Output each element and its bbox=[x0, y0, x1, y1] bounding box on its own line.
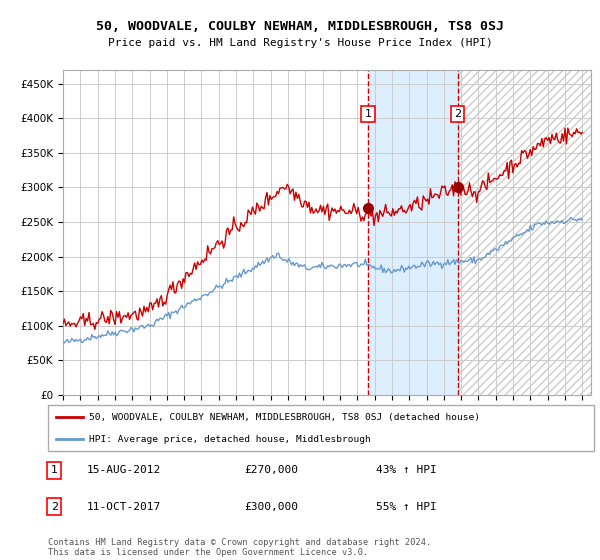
Bar bbox=[368, 70, 458, 395]
Text: 43% ↑ HPI: 43% ↑ HPI bbox=[376, 465, 436, 475]
Text: Price paid vs. HM Land Registry's House Price Index (HPI): Price paid vs. HM Land Registry's House … bbox=[107, 38, 493, 48]
Text: £300,000: £300,000 bbox=[245, 502, 299, 512]
Text: 15-AUG-2012: 15-AUG-2012 bbox=[86, 465, 160, 475]
Text: 2: 2 bbox=[454, 109, 461, 119]
Text: 55% ↑ HPI: 55% ↑ HPI bbox=[376, 502, 436, 512]
Text: Contains HM Land Registry data © Crown copyright and database right 2024.
This d: Contains HM Land Registry data © Crown c… bbox=[48, 538, 431, 557]
Text: 2: 2 bbox=[51, 502, 58, 512]
Text: 50, WOODVALE, COULBY NEWHAM, MIDDLESBROUGH, TS8 0SJ: 50, WOODVALE, COULBY NEWHAM, MIDDLESBROU… bbox=[96, 20, 504, 32]
Bar bbox=[458, 70, 591, 395]
Text: 11-OCT-2017: 11-OCT-2017 bbox=[86, 502, 160, 512]
Text: £270,000: £270,000 bbox=[245, 465, 299, 475]
Text: 1: 1 bbox=[51, 465, 58, 475]
Text: HPI: Average price, detached house, Middlesbrough: HPI: Average price, detached house, Midd… bbox=[89, 435, 371, 444]
Text: 1: 1 bbox=[365, 109, 371, 119]
Text: 50, WOODVALE, COULBY NEWHAM, MIDDLESBROUGH, TS8 0SJ (detached house): 50, WOODVALE, COULBY NEWHAM, MIDDLESBROU… bbox=[89, 413, 480, 422]
